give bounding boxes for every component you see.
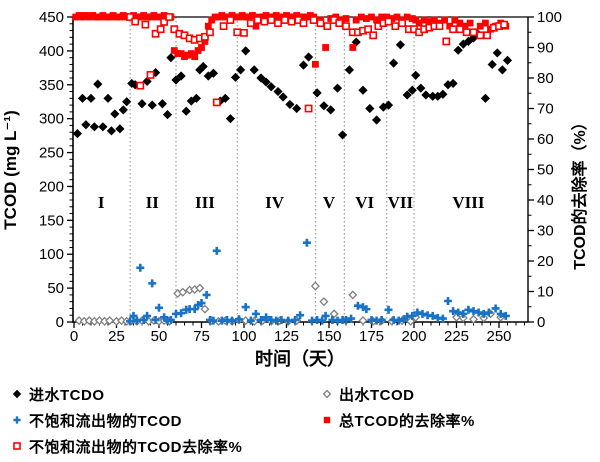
svg-text:10: 10	[537, 284, 554, 301]
svg-text:400: 400	[39, 43, 64, 60]
svg-text:80: 80	[537, 70, 554, 87]
x-tick-label: 250	[486, 328, 511, 345]
legend-item-total-removal-rate: 总TCOD的去除率%	[320, 407, 475, 433]
x-tick-label: 25	[108, 328, 125, 345]
legend-column-right: 出水TCOD 总TCOD的去除率%	[320, 381, 475, 433]
diamond-filled-icon	[10, 387, 24, 401]
svg-text:200: 200	[39, 178, 64, 195]
diamond-open-icon	[320, 387, 334, 401]
plot-frame	[72, 16, 529, 323]
plus-icon	[10, 413, 24, 427]
phase-label: V	[323, 193, 336, 212]
legend-label: 不饱和流出物的TCOD去除率%	[29, 438, 243, 456]
legend-label: 不饱和流出物的TCOD	[29, 412, 182, 430]
svg-text:450: 450	[39, 9, 64, 26]
phase-label: VII	[388, 193, 414, 212]
svg-text:100: 100	[39, 246, 64, 263]
phase-label: VI	[355, 193, 374, 212]
square-open-icon	[10, 439, 24, 453]
svg-text:60: 60	[537, 131, 554, 148]
chart-legend: 进水TCDO 不饱和流出物的TCOD 不饱和流出物的TCOD去除率% 出水TCO…	[10, 381, 475, 459]
legend-item-unsat-effluent-tcod: 不饱和流出物的TCOD	[10, 407, 320, 433]
legend-item-effluent-tcod: 出水TCOD	[320, 381, 475, 407]
x-tick-label: 225	[444, 328, 469, 345]
svg-text:300: 300	[39, 111, 64, 128]
phase-label: IV	[265, 193, 285, 212]
svg-text:350: 350	[39, 77, 64, 94]
y-left-axis	[67, 16, 73, 323]
phase-label: VIII	[452, 193, 485, 212]
legend-item-unsat-removal-rate: 不饱和流出物的TCOD去除率%	[10, 433, 320, 459]
x-tick-label: 200	[401, 328, 426, 345]
svg-text:50: 50	[47, 280, 64, 297]
svg-text:150: 150	[39, 212, 64, 229]
phase-labels: I II III IV V VI VII VIII	[98, 193, 485, 212]
svg-text:90: 90	[537, 40, 554, 57]
legend-label: 总TCOD的去除率%	[339, 412, 475, 430]
svg-text:30: 30	[537, 223, 554, 240]
legend-item-influent-tcod: 进水TCDO	[10, 381, 320, 407]
x-tick-label: 100	[231, 328, 256, 345]
square-filled-icon	[320, 413, 334, 427]
phase-label: I	[98, 193, 105, 212]
phase-label: III	[195, 193, 215, 212]
svg-text:70: 70	[537, 101, 554, 118]
x-tick-label: 150	[316, 328, 341, 345]
chart-canvas: 0 25 50 75 100 125 150 175 200 225 250050100150200…	[1, 9, 589, 369]
legend-label: 出水TCOD	[339, 386, 415, 404]
svg-text:0: 0	[56, 314, 64, 331]
series-unsat_tcod	[126, 238, 510, 326]
svg-text:20: 20	[537, 253, 554, 270]
y-right-axis	[528, 16, 534, 323]
x-tick-label: 75	[193, 328, 210, 345]
svg-text:50: 50	[537, 162, 554, 179]
series-unsat_removal	[126, 13, 508, 113]
y-right-axis-title: TCOD的去除率（%）	[570, 114, 589, 270]
y-left-axis-title: TCOD (mg L⁻¹)	[1, 110, 20, 229]
x-tick-label: 0	[70, 328, 78, 345]
x-tick-label: 125	[274, 328, 299, 345]
phase-boundary-lines	[129, 17, 415, 322]
series-influent	[72, 30, 513, 140]
legend-column-left: 进水TCDO 不饱和流出物的TCOD 不饱和流出物的TCOD去除率%	[10, 381, 320, 459]
svg-text:100: 100	[537, 9, 562, 26]
svg-text:250: 250	[39, 145, 64, 162]
x-tick-label: 50	[151, 328, 168, 345]
legend-label: 进水TCDO	[29, 386, 105, 404]
svg-text:0: 0	[537, 314, 545, 331]
svg-text:40: 40	[537, 192, 554, 209]
x-axis-title: 时间（天）	[255, 349, 345, 369]
phase-label: II	[146, 193, 160, 212]
x-tick-label: 175	[359, 328, 384, 345]
